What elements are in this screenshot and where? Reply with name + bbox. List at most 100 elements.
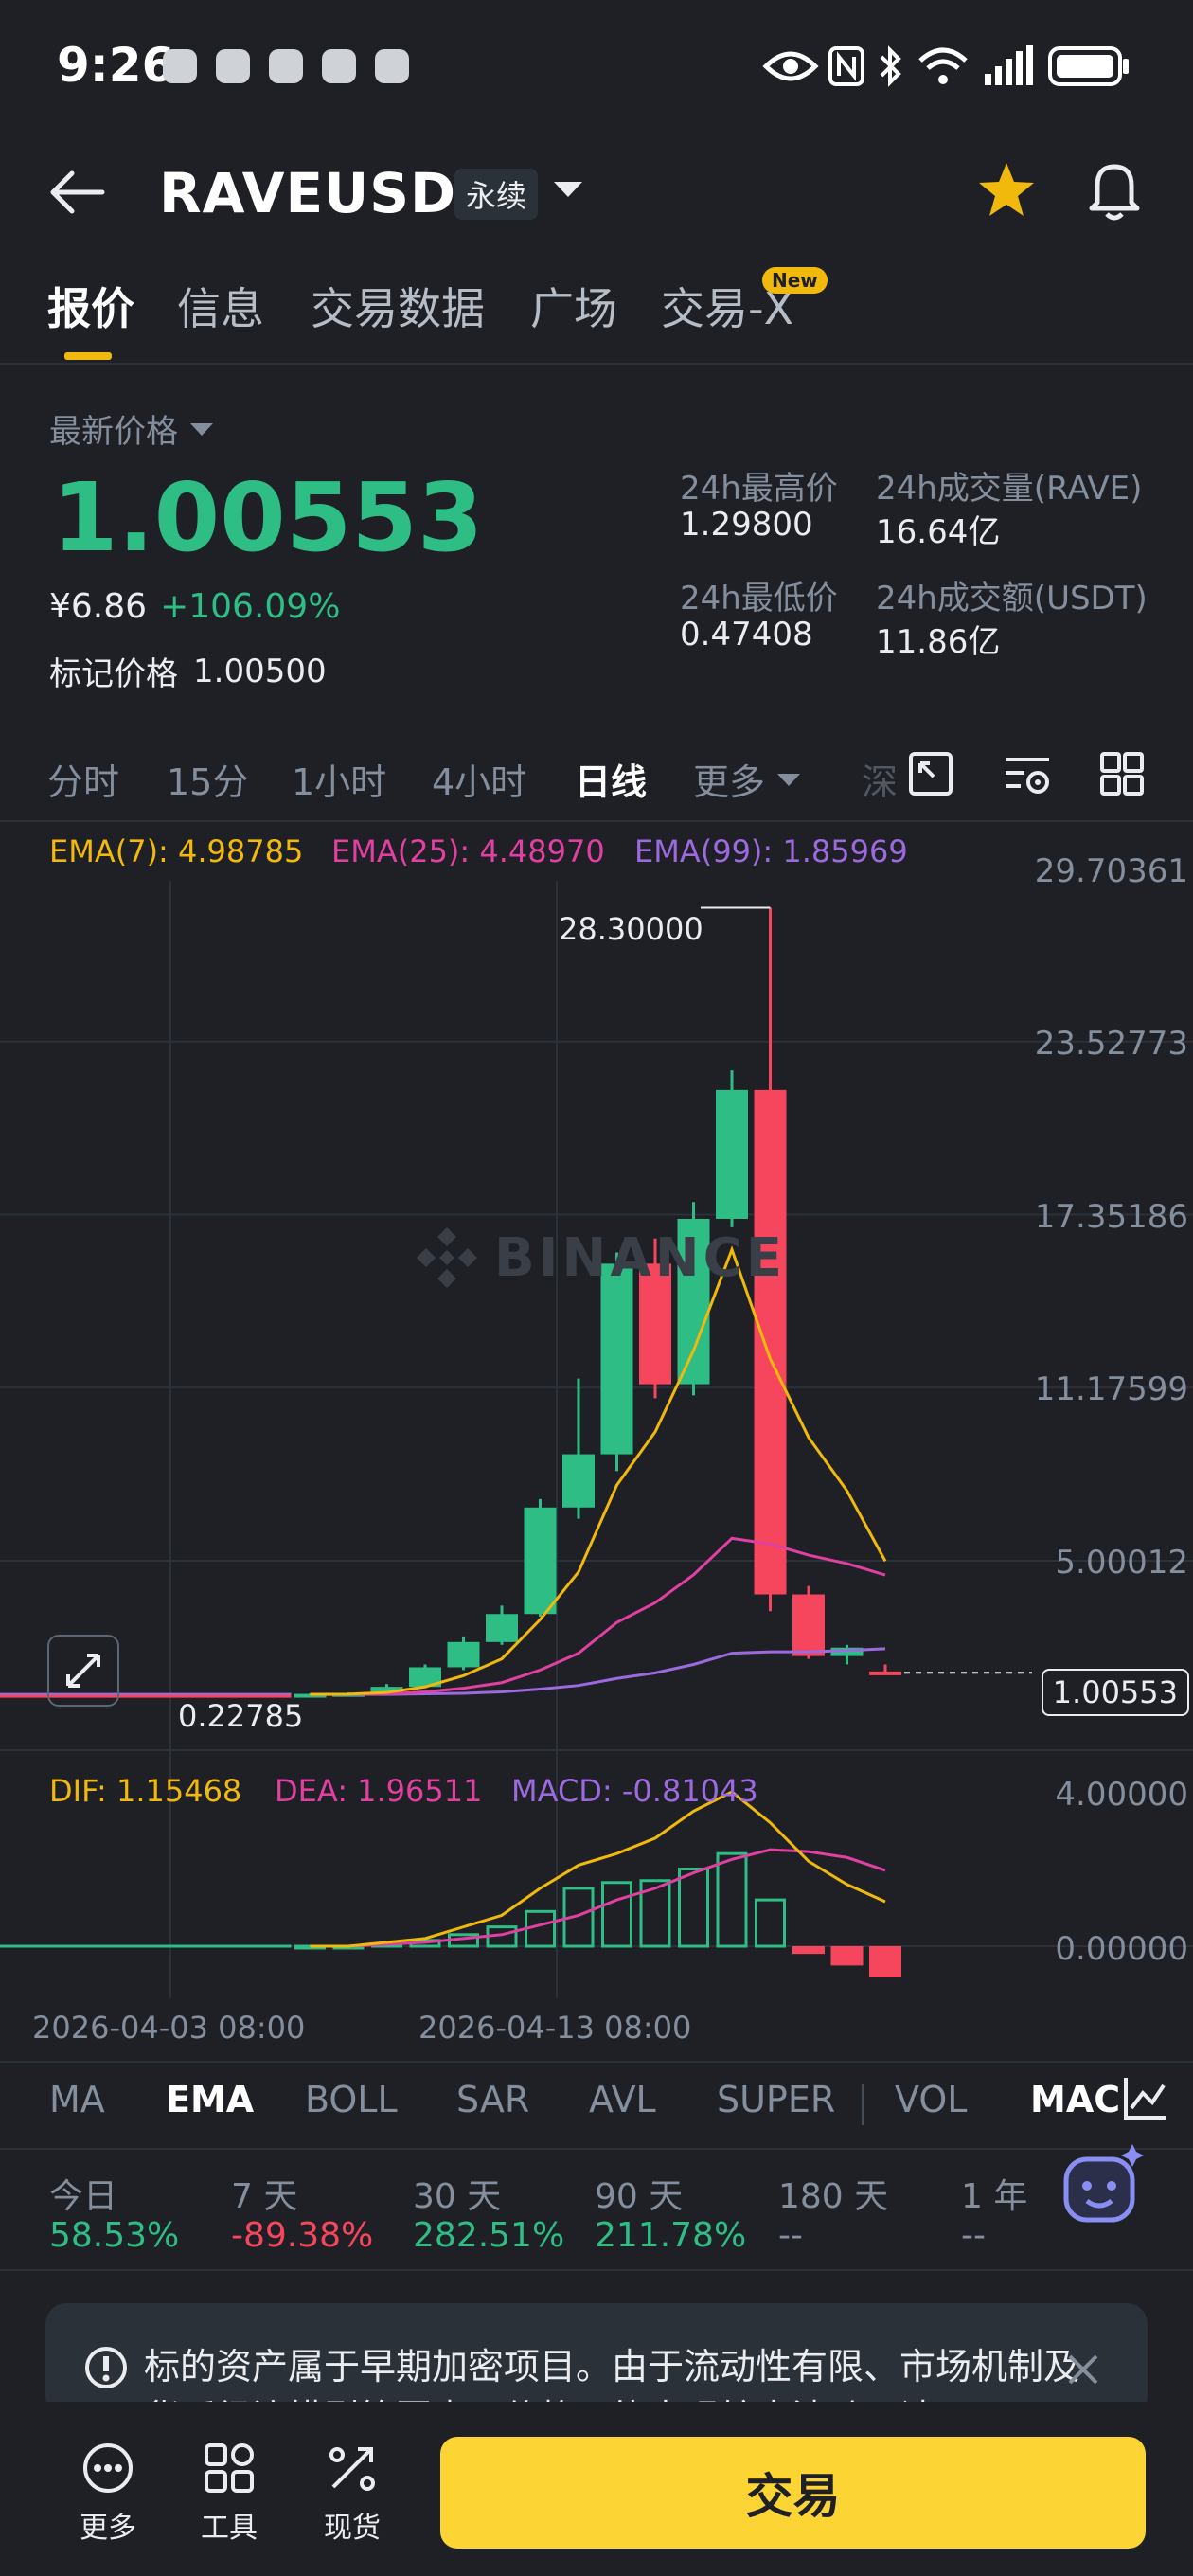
symbol-title[interactable]: RAVEUSDT bbox=[159, 161, 495, 225]
fullscreen-chart-icon[interactable] bbox=[907, 750, 954, 797]
tab-quote[interactable]: 报价 bbox=[47, 283, 134, 334]
watermark-text: BINANCE bbox=[494, 1226, 786, 1289]
macd-bar bbox=[869, 1946, 901, 1978]
notification-icon bbox=[163, 49, 197, 83]
price-axis-label: 5.00012 bbox=[1055, 1544, 1188, 1582]
timeframe-depth[interactable]: 深 bbox=[862, 761, 899, 803]
eye-icon bbox=[762, 51, 819, 81]
macd-axis-label: 0.00000 bbox=[1055, 1930, 1188, 1968]
ai-assistant-icon[interactable] bbox=[1053, 2142, 1148, 2237]
tools-icon bbox=[205, 2443, 254, 2493]
dif-legend: DIF: 1.15468 bbox=[49, 1773, 242, 1809]
indicator-avl[interactable]: AVL bbox=[589, 2079, 656, 2120]
perf-value-7d: -89.38% bbox=[231, 2216, 374, 2255]
price-axis-label: 17.35186 bbox=[1034, 1198, 1188, 1236]
price-type-selector[interactable]: 最新价格 bbox=[49, 405, 216, 452]
indicator-settings-icon[interactable] bbox=[1122, 2074, 1169, 2121]
more-button[interactable]: 更多 bbox=[51, 2440, 165, 2546]
mark-price-label: 标记价格 bbox=[49, 655, 178, 693]
notification-icon bbox=[216, 49, 250, 83]
candle-body bbox=[716, 1089, 748, 1219]
notification-icon bbox=[269, 49, 303, 83]
expand-chart-button[interactable] bbox=[47, 1635, 119, 1707]
candle-body bbox=[677, 1218, 710, 1385]
latest-price-label: 最新价格 bbox=[49, 413, 178, 451]
divider bbox=[862, 2084, 864, 2125]
perf-label-today: 今日 bbox=[49, 2177, 118, 2216]
candle-body bbox=[562, 1454, 595, 1508]
macd-bar bbox=[716, 1852, 748, 1948]
contract-type-badge: 永续 bbox=[454, 169, 539, 220]
signal-icon bbox=[985, 45, 1033, 85]
bluetooth-icon bbox=[880, 45, 901, 87]
candle-body bbox=[409, 1667, 441, 1688]
timeframe-15m[interactable]: 15分 bbox=[167, 761, 249, 803]
perf-label-30d: 30 天 bbox=[413, 2177, 502, 2216]
perf-value-30d: 282.51% bbox=[413, 2216, 565, 2255]
ema99-legend: EMA(99): 1.85969 bbox=[634, 833, 908, 869]
symbol-dropdown-icon[interactable] bbox=[552, 178, 584, 201]
more-icon bbox=[83, 2443, 133, 2493]
spot-swap-icon bbox=[329, 2447, 375, 2491]
divider bbox=[0, 820, 1193, 822]
dea-legend: DEA: 1.96511 bbox=[275, 1773, 483, 1809]
high-annotation: 28.30000 bbox=[559, 911, 703, 947]
current-price-tag: 1.00553 bbox=[1041, 1669, 1189, 1716]
close-icon[interactable] bbox=[1064, 2351, 1102, 2388]
indicator-boll[interactable]: BOLL bbox=[305, 2079, 398, 2120]
turnover-value: 11.86亿 bbox=[876, 623, 1001, 661]
low-value: 0.47408 bbox=[680, 616, 813, 653]
perf-value-90d: 211.78% bbox=[595, 2216, 747, 2255]
candle-body bbox=[869, 1671, 901, 1675]
perf-label-180d: 180 天 bbox=[778, 2177, 889, 2216]
tab-trading-data[interactable]: 交易数据 bbox=[311, 283, 485, 334]
indicator-vol[interactable]: VOL bbox=[895, 2079, 968, 2120]
tools-button[interactable]: 工具 bbox=[172, 2440, 286, 2546]
kline-chart[interactable] bbox=[0, 881, 1193, 2046]
wifi-icon bbox=[918, 47, 968, 84]
timeframe-line[interactable]: 分时 bbox=[47, 761, 120, 803]
spot-button[interactable]: 现货 bbox=[295, 2440, 409, 2546]
trade-button[interactable]: 交易 bbox=[440, 2437, 1146, 2549]
tab-square[interactable]: 广场 bbox=[530, 283, 617, 334]
timeframe-1d[interactable]: 日线 bbox=[575, 761, 648, 803]
change-pct: +106.09% bbox=[160, 587, 341, 626]
candle-body bbox=[792, 1594, 825, 1656]
perf-label-90d: 90 天 bbox=[595, 2177, 684, 2216]
divider bbox=[0, 2061, 1193, 2063]
indicator-macd[interactable]: MACD bbox=[1030, 2079, 1121, 2120]
price-axis-label: 11.17599 bbox=[1034, 1370, 1188, 1408]
timeframe-1h[interactable]: 1小时 bbox=[292, 761, 387, 803]
chart-settings-icon[interactable] bbox=[1002, 750, 1053, 797]
notification-icon bbox=[322, 49, 356, 83]
dea-line bbox=[310, 1848, 886, 1948]
turnover-label: 24h成交额(USDT) bbox=[876, 580, 1148, 617]
macd-legend: MACD: -0.81043 bbox=[511, 1773, 758, 1809]
perf-value-180d: -- bbox=[778, 2216, 803, 2255]
tab-info[interactable]: 信息 bbox=[177, 283, 264, 334]
indicator-sar[interactable]: SAR bbox=[456, 2079, 530, 2120]
indicator-ema[interactable]: EMA bbox=[166, 2079, 255, 2120]
watermark: BINANCE bbox=[413, 1224, 786, 1292]
timeframe-4h[interactable]: 4小时 bbox=[432, 761, 527, 803]
indicator-ma[interactable]: MA bbox=[49, 2079, 105, 2120]
favorite-star-icon[interactable] bbox=[975, 159, 1038, 222]
ema25-line bbox=[310, 1536, 886, 1696]
macd-bar bbox=[792, 1946, 825, 1955]
alert-bell-icon[interactable] bbox=[1084, 157, 1145, 224]
indicator-super[interactable]: SUPER bbox=[717, 2079, 836, 2120]
candle-body bbox=[754, 1089, 787, 1595]
candle-body bbox=[600, 1263, 633, 1455]
mark-price-row: 标记价格 1.00500 bbox=[49, 648, 327, 694]
dif-line bbox=[310, 1790, 886, 1948]
high-value: 1.29800 bbox=[680, 506, 813, 544]
volume-label: 24h成交量(RAVE) bbox=[876, 470, 1143, 508]
timeframe-more[interactable]: 更多 bbox=[693, 753, 803, 805]
price-axis-label: 23.52773 bbox=[1034, 1025, 1188, 1063]
candle-body bbox=[486, 1614, 518, 1642]
ema25-legend: EMA(25): 4.48970 bbox=[331, 833, 605, 869]
back-arrow-icon[interactable] bbox=[47, 166, 108, 219]
layout-grid-icon[interactable] bbox=[1098, 750, 1146, 797]
tools-label: 工具 bbox=[201, 2512, 258, 2545]
low-annotation: 0.22785 bbox=[178, 1698, 304, 1734]
